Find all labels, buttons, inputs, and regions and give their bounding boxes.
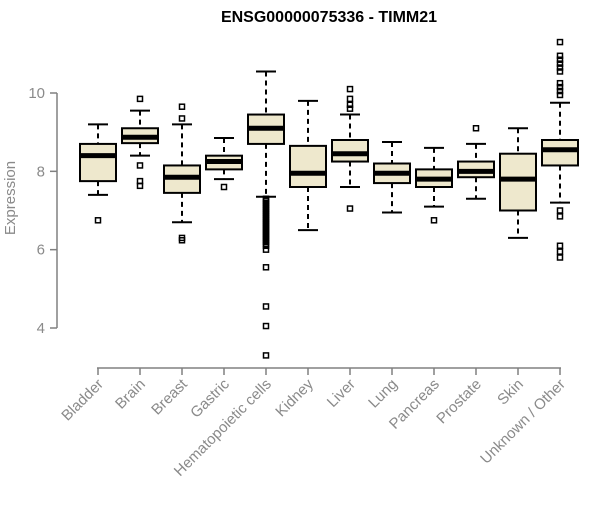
y-tick-label-10: 10: [28, 85, 45, 102]
outlier-point: [472, 125, 480, 132]
iqr-box: [331, 139, 369, 163]
outlier-point: [262, 303, 270, 310]
boxplot-group-hematopoietic-cells: [247, 70, 285, 359]
boxplot-group-breast: [163, 103, 201, 244]
outlier-point: [262, 242, 270, 249]
outlier-point: [346, 85, 354, 93]
iqr-box: [289, 144, 327, 188]
boxplot-group-unknown-other: [541, 38, 579, 261]
boxplot-group-gastric: [205, 137, 243, 191]
outlier-point: [346, 205, 354, 212]
outlier-point: [136, 182, 144, 190]
outlier-point: [346, 101, 354, 108]
outlier-point: [556, 60, 564, 67]
outlier-point: [136, 95, 144, 103]
outlier-point: [220, 183, 228, 191]
outlier-point: [556, 68, 564, 75]
boxes-layer: [79, 38, 579, 359]
outlier-point: [262, 352, 270, 359]
x-tick-label-7: Lung: [365, 376, 401, 412]
iqr-box: [79, 142, 117, 183]
outlier-point: [262, 246, 270, 253]
chart-title: ENSG00000075336 - TIMM21: [221, 9, 437, 26]
iqr-box: [541, 139, 579, 167]
x-tick-label-10: Skin: [494, 376, 527, 409]
boxplot-group-skin: [499, 127, 537, 239]
boxplot-group-lung: [373, 140, 411, 214]
outlier-point: [136, 162, 144, 169]
outlier-point: [556, 87, 564, 95]
outlier-point: [346, 95, 354, 103]
outlier-point: [556, 207, 564, 214]
x-tick-label-2: Breast: [148, 375, 191, 418]
outlier-point: [262, 322, 270, 330]
outlier-point: [178, 237, 186, 244]
outlier-point: [556, 254, 564, 261]
outlier-point: [556, 91, 564, 99]
iqr-box: [499, 152, 537, 212]
outlier-point: [556, 83, 564, 91]
boxplot-group-pancreas: [415, 146, 453, 224]
x-tick-label-1: Brain: [112, 376, 149, 413]
outlier-point: [556, 52, 564, 60]
x-tick-label-0: Bladder: [58, 376, 107, 425]
outlier-point: [556, 64, 564, 71]
boxplot-group-brain: [121, 95, 159, 190]
x-tick-label-9: Prostate: [433, 376, 485, 428]
y-tick-label-8: 8: [37, 163, 45, 180]
y-tick-label-6: 6: [37, 242, 45, 259]
outlier-point: [178, 103, 186, 110]
y-axis-label: Expression: [2, 161, 19, 235]
outlier-point: [262, 264, 270, 271]
x-tick-label-6: Liver: [324, 376, 359, 411]
boxplot-group-kidney: [289, 99, 327, 232]
y-tick-label-4: 4: [37, 320, 45, 337]
outlier-point: [178, 115, 186, 122]
x-tick-label-5: Kidney: [272, 375, 317, 420]
outlier-point: [556, 213, 564, 220]
outlier-point: [346, 105, 354, 112]
outlier-point: [556, 38, 564, 46]
boxplot-group-liver: [331, 85, 369, 212]
outlier-point: [556, 79, 564, 87]
boxplot-group-bladder: [79, 123, 117, 224]
outlier-point: [430, 217, 438, 224]
boxplot-group-prostate: [457, 125, 495, 200]
outlier-point: [556, 56, 564, 63]
outlier-point: [94, 217, 102, 224]
outlier-point: [556, 248, 564, 255]
outlier-point: [556, 242, 564, 249]
